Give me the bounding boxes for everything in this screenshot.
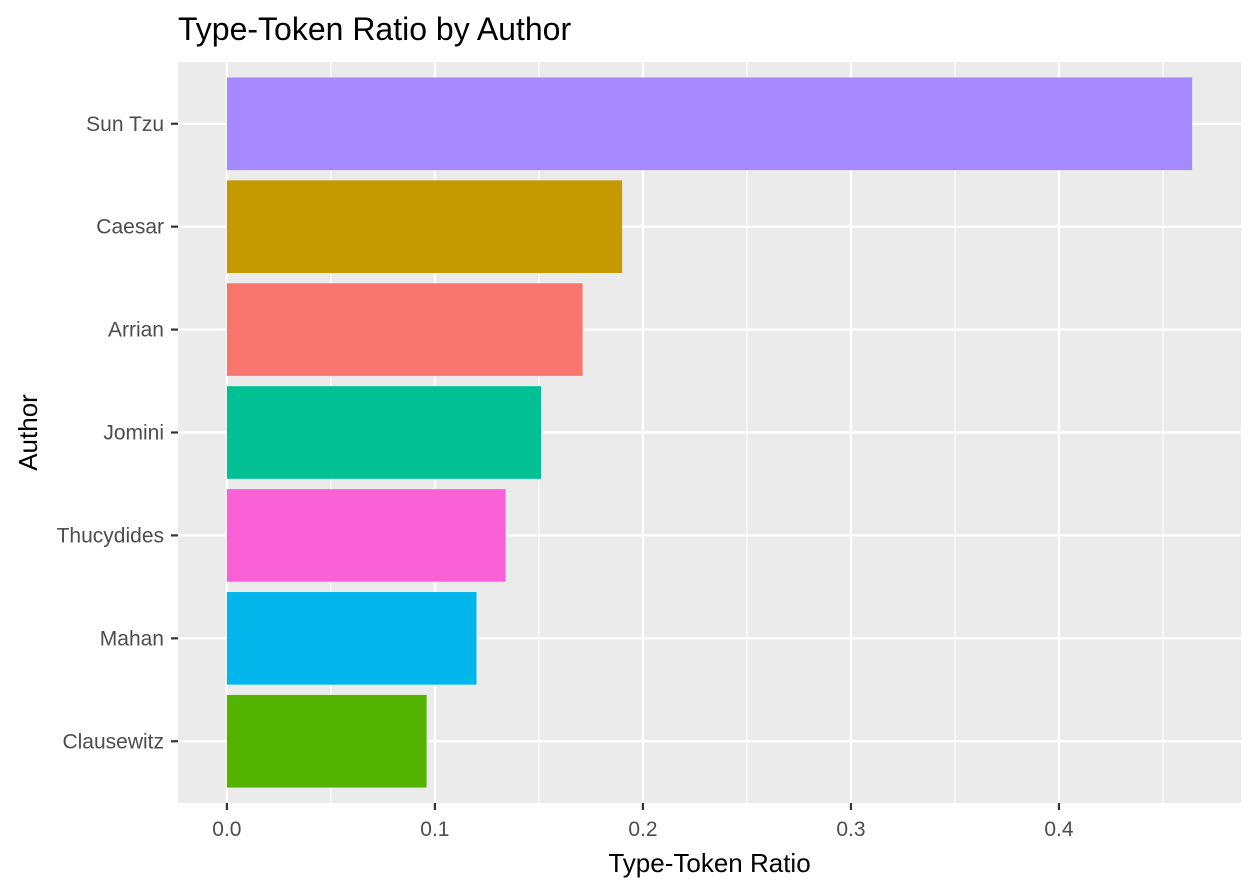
bar: [226, 283, 583, 376]
x-tick-label: 0.4: [1044, 818, 1074, 841]
y-tick-label: Sun Tzu: [86, 113, 164, 136]
bar: [226, 489, 506, 582]
y-tick-label: Jomini: [103, 422, 164, 445]
x-axis-title: Type-Token Ratio: [608, 848, 810, 878]
bar: [226, 694, 427, 788]
y-tick-label: Thucydides: [57, 524, 164, 547]
bar: [226, 592, 477, 685]
bar: [226, 180, 623, 273]
y-tick-label: Mahan: [100, 627, 164, 650]
bars: [226, 77, 1193, 788]
bar: [226, 77, 1193, 171]
x-tick-label: 0.2: [628, 818, 657, 841]
x-tick-label: 0.3: [836, 818, 865, 841]
x-tick-label: 0.0: [212, 818, 241, 841]
y-axis: Sun Tzu Caesar Arrian Jomini Thucydides Mahan…: [57, 113, 178, 753]
bar: [226, 386, 542, 479]
x-tick-label: 0.1: [420, 818, 449, 841]
y-tick-label: Clausewitz: [62, 730, 164, 753]
chart-title: Type-Token Ratio by Author: [178, 11, 571, 47]
y-tick-label: Arrian: [108, 319, 164, 342]
y-tick-label: Caesar: [96, 216, 164, 239]
x-axis: 0.0 0.1 0.2 0.3 0.4: [212, 803, 1074, 841]
y-axis-title: Author: [13, 394, 43, 471]
